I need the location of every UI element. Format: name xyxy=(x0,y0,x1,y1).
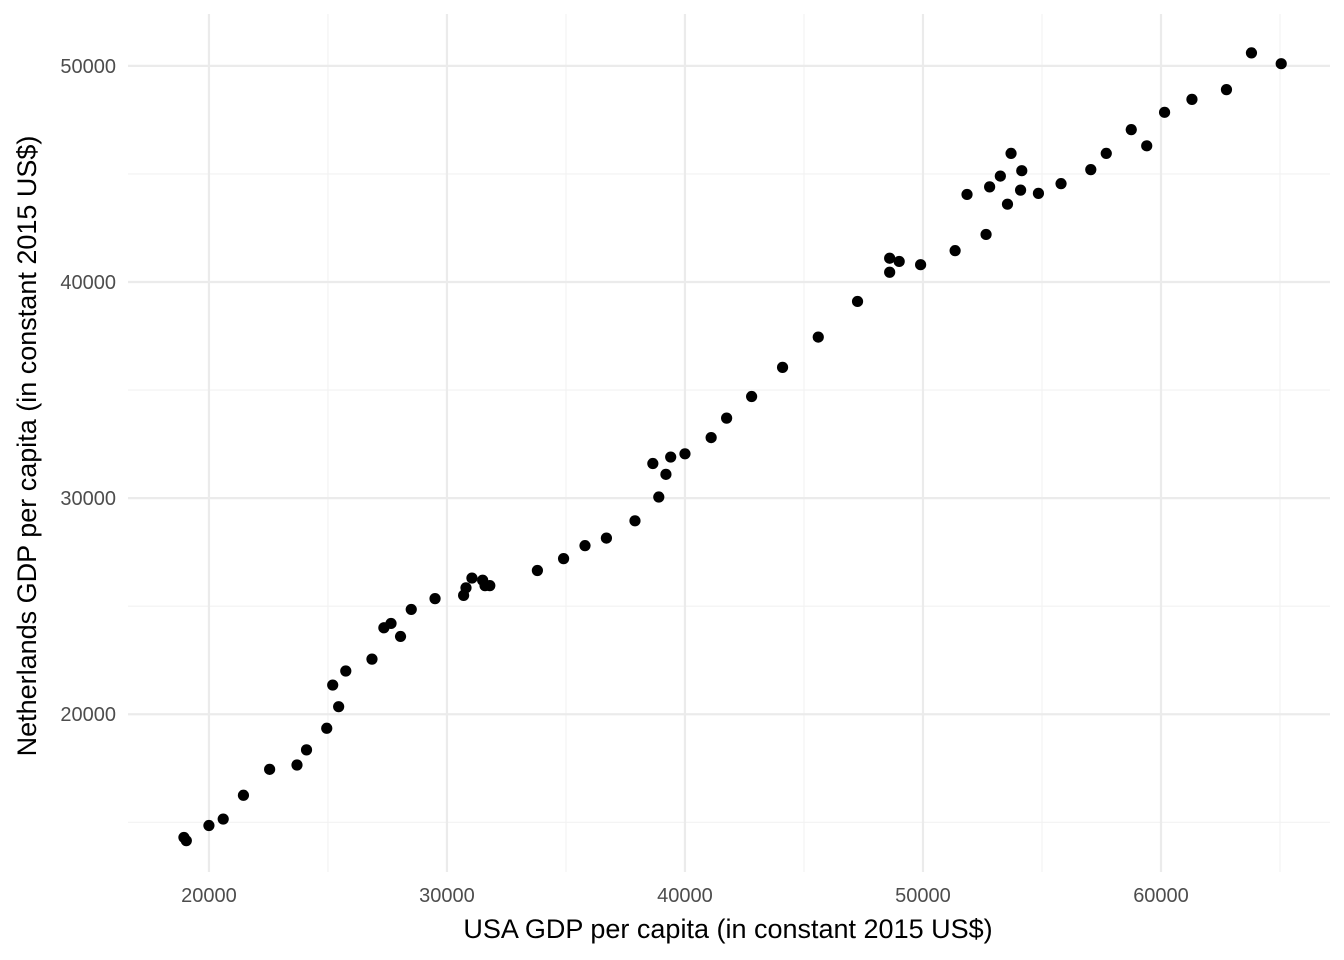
data-point xyxy=(366,653,378,665)
data-point xyxy=(321,722,333,734)
data-point xyxy=(1141,140,1153,152)
data-point xyxy=(1016,165,1028,177)
data-point xyxy=(557,553,570,565)
data-point xyxy=(776,361,789,373)
data-point xyxy=(893,255,905,268)
data-point xyxy=(746,390,758,403)
data-point xyxy=(984,181,996,193)
data-point xyxy=(665,451,677,463)
y-tick-label: 30000 xyxy=(60,488,116,510)
data-point xyxy=(1085,164,1097,176)
data-point xyxy=(217,813,229,825)
data-point xyxy=(721,412,733,424)
data-point xyxy=(1055,178,1067,190)
data-point xyxy=(394,630,407,643)
major-gridlines xyxy=(128,14,1330,872)
data-point xyxy=(531,564,543,577)
data-point xyxy=(405,603,417,616)
data-point xyxy=(949,245,961,257)
data-point xyxy=(600,532,613,544)
data-point xyxy=(994,170,1006,182)
data-point xyxy=(1186,93,1198,105)
data-point xyxy=(679,448,691,460)
data-points xyxy=(178,47,1287,847)
data-point xyxy=(629,515,641,527)
data-point xyxy=(1100,147,1112,159)
data-point xyxy=(180,835,192,847)
data-point xyxy=(385,617,397,630)
x-tick-label: 20000 xyxy=(181,885,237,907)
data-point xyxy=(1220,84,1233,96)
data-point xyxy=(340,665,352,677)
data-point xyxy=(660,468,672,480)
x-axis-title: USA GDP per capita (in constant 2015 US$… xyxy=(463,914,992,944)
data-point xyxy=(237,789,250,801)
data-point xyxy=(1014,184,1027,196)
y-tick-label: 50000 xyxy=(60,56,116,78)
data-point xyxy=(333,701,345,713)
data-point xyxy=(884,252,896,264)
data-point xyxy=(1005,147,1017,159)
data-point xyxy=(1158,106,1171,118)
minor-gridlines xyxy=(128,14,1330,872)
data-point xyxy=(1275,58,1287,70)
data-point xyxy=(1032,187,1045,199)
data-point xyxy=(812,331,824,343)
data-point xyxy=(851,295,864,308)
data-point xyxy=(1001,198,1014,210)
x-tick-label: 30000 xyxy=(419,885,475,907)
y-tick-label: 40000 xyxy=(60,272,116,294)
data-point xyxy=(1125,124,1137,136)
data-point xyxy=(884,266,896,278)
data-point xyxy=(291,759,303,771)
y-tick-label: 20000 xyxy=(60,704,116,726)
x-tick-label: 60000 xyxy=(1133,885,1189,907)
data-point xyxy=(653,491,665,503)
data-point xyxy=(980,228,992,241)
data-point xyxy=(915,259,927,271)
x-tick-label: 40000 xyxy=(657,885,713,907)
data-point xyxy=(429,593,441,605)
data-point xyxy=(300,744,313,756)
data-point xyxy=(264,763,276,775)
y-axis-tick-labels: 20000 30000 40000 50000 xyxy=(60,56,116,726)
data-point xyxy=(460,582,472,594)
data-point xyxy=(579,540,591,552)
x-tick-label: 50000 xyxy=(895,885,951,907)
data-point xyxy=(961,188,973,201)
data-point xyxy=(705,431,717,444)
data-point xyxy=(484,580,496,592)
data-point xyxy=(203,819,215,832)
data-point xyxy=(466,572,478,584)
x-axis-tick-labels: 20000 30000 40000 50000 60000 xyxy=(181,885,1189,907)
y-axis-title: Netherlands GDP per capita (in constant … xyxy=(12,136,42,757)
data-point xyxy=(647,457,659,470)
data-point xyxy=(327,679,339,691)
data-point xyxy=(1245,47,1258,59)
